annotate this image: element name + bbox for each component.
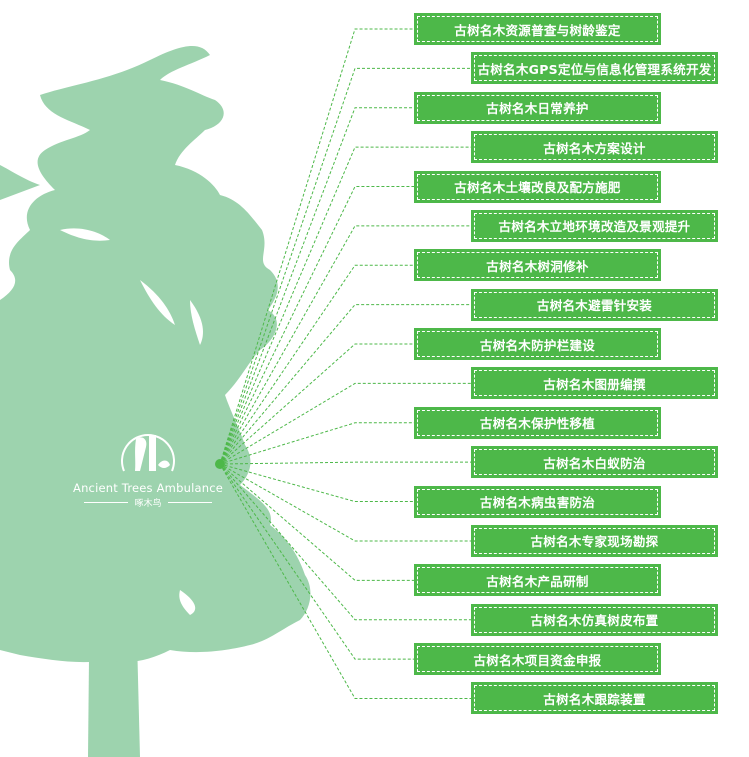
service-item: 古树名木跟踪装置 (471, 682, 718, 715)
connector-line (219, 463, 414, 660)
service-label: 古树名木跟踪装置 (474, 685, 715, 712)
service-item: 古树名木专家现场勘探 (471, 524, 718, 557)
service-item: 古树名木资源普查与树龄鉴定 (414, 13, 661, 45)
service-label: 古树名木土壤改良及配方施肥 (417, 173, 658, 200)
connector-lines (219, 28, 471, 699)
service-item: 古树名木图册编撰 (471, 367, 718, 400)
service-label: 古树名木白蚁防治 (474, 449, 715, 476)
service-item: 古树名木日常养护 (414, 91, 661, 124)
connector-line (219, 186, 414, 465)
service-label: 古树名木项目资金申报 (417, 646, 658, 673)
service-item: 古树名木病虫害防治 (414, 485, 661, 518)
service-label: 古树名木病虫害防治 (417, 488, 658, 515)
brand-name-en: Ancient Trees Ambulance (73, 481, 223, 495)
service-item: 古树名木白蚁防治 (471, 446, 718, 479)
connector-line (219, 422, 414, 465)
service-label: 古树名木GPS定位与信息化管理系统开发 (474, 55, 715, 82)
brand-name-cn: 啄木鸟 (134, 499, 162, 509)
service-label: 古树名木防护栏建设 (417, 331, 658, 358)
service-label: 古树名木产品研制 (417, 567, 658, 594)
brand-logo: Ancient Trees Ambulance 啄木鸟 (68, 425, 228, 509)
service-label: 古树名木仿真树皮布置 (474, 606, 715, 633)
service-label: 古树名木避雷针安装 (474, 291, 715, 318)
service-item: 古树名木防护栏建设 (414, 328, 661, 361)
service-item: 古树名木土壤改良及配方施肥 (414, 170, 661, 203)
connector-line (219, 463, 471, 699)
connector-line (219, 264, 414, 465)
service-item: 古树名木立地环境改造及景观提升 (471, 209, 718, 242)
connector-line (219, 107, 414, 465)
service-item: 古树名木产品研制 (414, 564, 661, 597)
service-label: 古树名木资源普查与树龄鉴定 (417, 16, 658, 42)
connector-line (219, 67, 471, 465)
service-item: 古树名木仿真树皮布置 (471, 603, 718, 636)
connector-line (219, 463, 414, 581)
service-item: 古树名木GPS定位与信息化管理系统开发 (471, 52, 718, 85)
service-item: 古树名木树洞修补 (414, 249, 661, 282)
service-label: 古树名木专家现场勘探 (474, 527, 715, 554)
service-item: 古树名木项目资金申报 (414, 643, 661, 676)
service-label: 古树名木日常养护 (417, 94, 658, 121)
connector-line (219, 463, 414, 503)
service-item: 古树名木方案设计 (471, 131, 718, 164)
connector-line (219, 382, 471, 465)
origin-dot (215, 459, 225, 469)
connector-line (219, 146, 471, 465)
service-item: 古树名木保护性移植 (414, 406, 661, 439)
service-label: 古树名木保护性移植 (417, 409, 658, 436)
connector-line (219, 225, 471, 465)
connector-line (219, 463, 471, 621)
service-label: 古树名木立地环境改造及景观提升 (474, 212, 715, 239)
connector-line (219, 343, 414, 465)
connector-line (219, 28, 414, 465)
service-label: 古树名木图册编撰 (474, 370, 715, 397)
service-item: 古树名木避雷针安装 (471, 288, 718, 321)
service-label: 古树名木方案设计 (474, 134, 715, 161)
connector-line (219, 461, 471, 465)
service-label: 古树名木树洞修补 (417, 252, 658, 279)
woodpecker-logo-icon (121, 434, 175, 472)
connector-line (219, 463, 471, 542)
connector-line (219, 304, 471, 465)
